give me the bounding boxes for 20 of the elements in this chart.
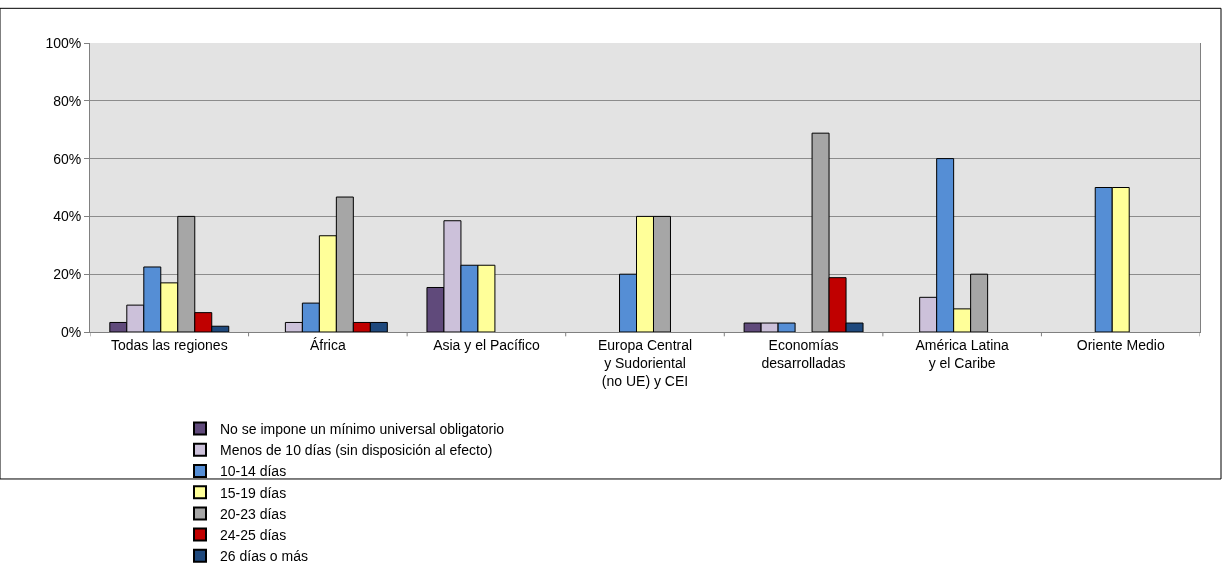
legend-label: 15-19 días — [220, 484, 287, 501]
legend-label: 20-23 días — [220, 505, 287, 522]
y-tick-label: 80% — [53, 92, 82, 109]
y-tick-label: 60% — [53, 150, 82, 167]
legend-label: No se impone un mínimo universal obligatorio — [220, 421, 505, 438]
legend-label: 26 días o más — [220, 548, 308, 565]
y-tick-label: 100% — [45, 34, 82, 51]
x-tick-label: Economías desarrolladas — [761, 336, 846, 371]
legend-label: 10-14 días — [220, 463, 287, 480]
x-tick-label: Europa Central y Sudoriental (no UE) y CEI — [597, 336, 693, 390]
legend-label: 24-25 días — [220, 527, 287, 544]
legend-label: Menos de 10 días (sin disposición al efecto) — [220, 442, 493, 459]
x-tick-label: Asia y el Pacífico — [433, 336, 540, 353]
x-tick-label: Oriente Medio — [1076, 336, 1165, 353]
x-tick-label: América Latina y el Caribe — [915, 336, 1010, 371]
x-tick-label: Todas las regiones — [110, 336, 228, 353]
y-tick-label: 40% — [53, 208, 82, 225]
y-tick-label: 20% — [53, 266, 82, 283]
x-tick-label: África — [309, 336, 346, 353]
y-tick-label: 0% — [60, 323, 82, 340]
